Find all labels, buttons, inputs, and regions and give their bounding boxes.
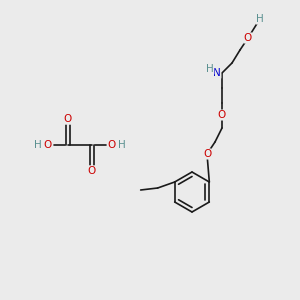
Text: O: O — [244, 33, 252, 43]
Text: O: O — [44, 140, 52, 150]
Text: H: H — [206, 64, 214, 74]
Text: H: H — [34, 140, 42, 150]
Text: H: H — [256, 14, 264, 24]
Text: O: O — [64, 114, 72, 124]
Text: O: O — [88, 166, 96, 176]
Text: O: O — [108, 140, 116, 150]
Text: H: H — [118, 140, 126, 150]
Text: O: O — [218, 110, 226, 120]
Text: O: O — [203, 149, 211, 159]
Text: N: N — [213, 68, 221, 78]
